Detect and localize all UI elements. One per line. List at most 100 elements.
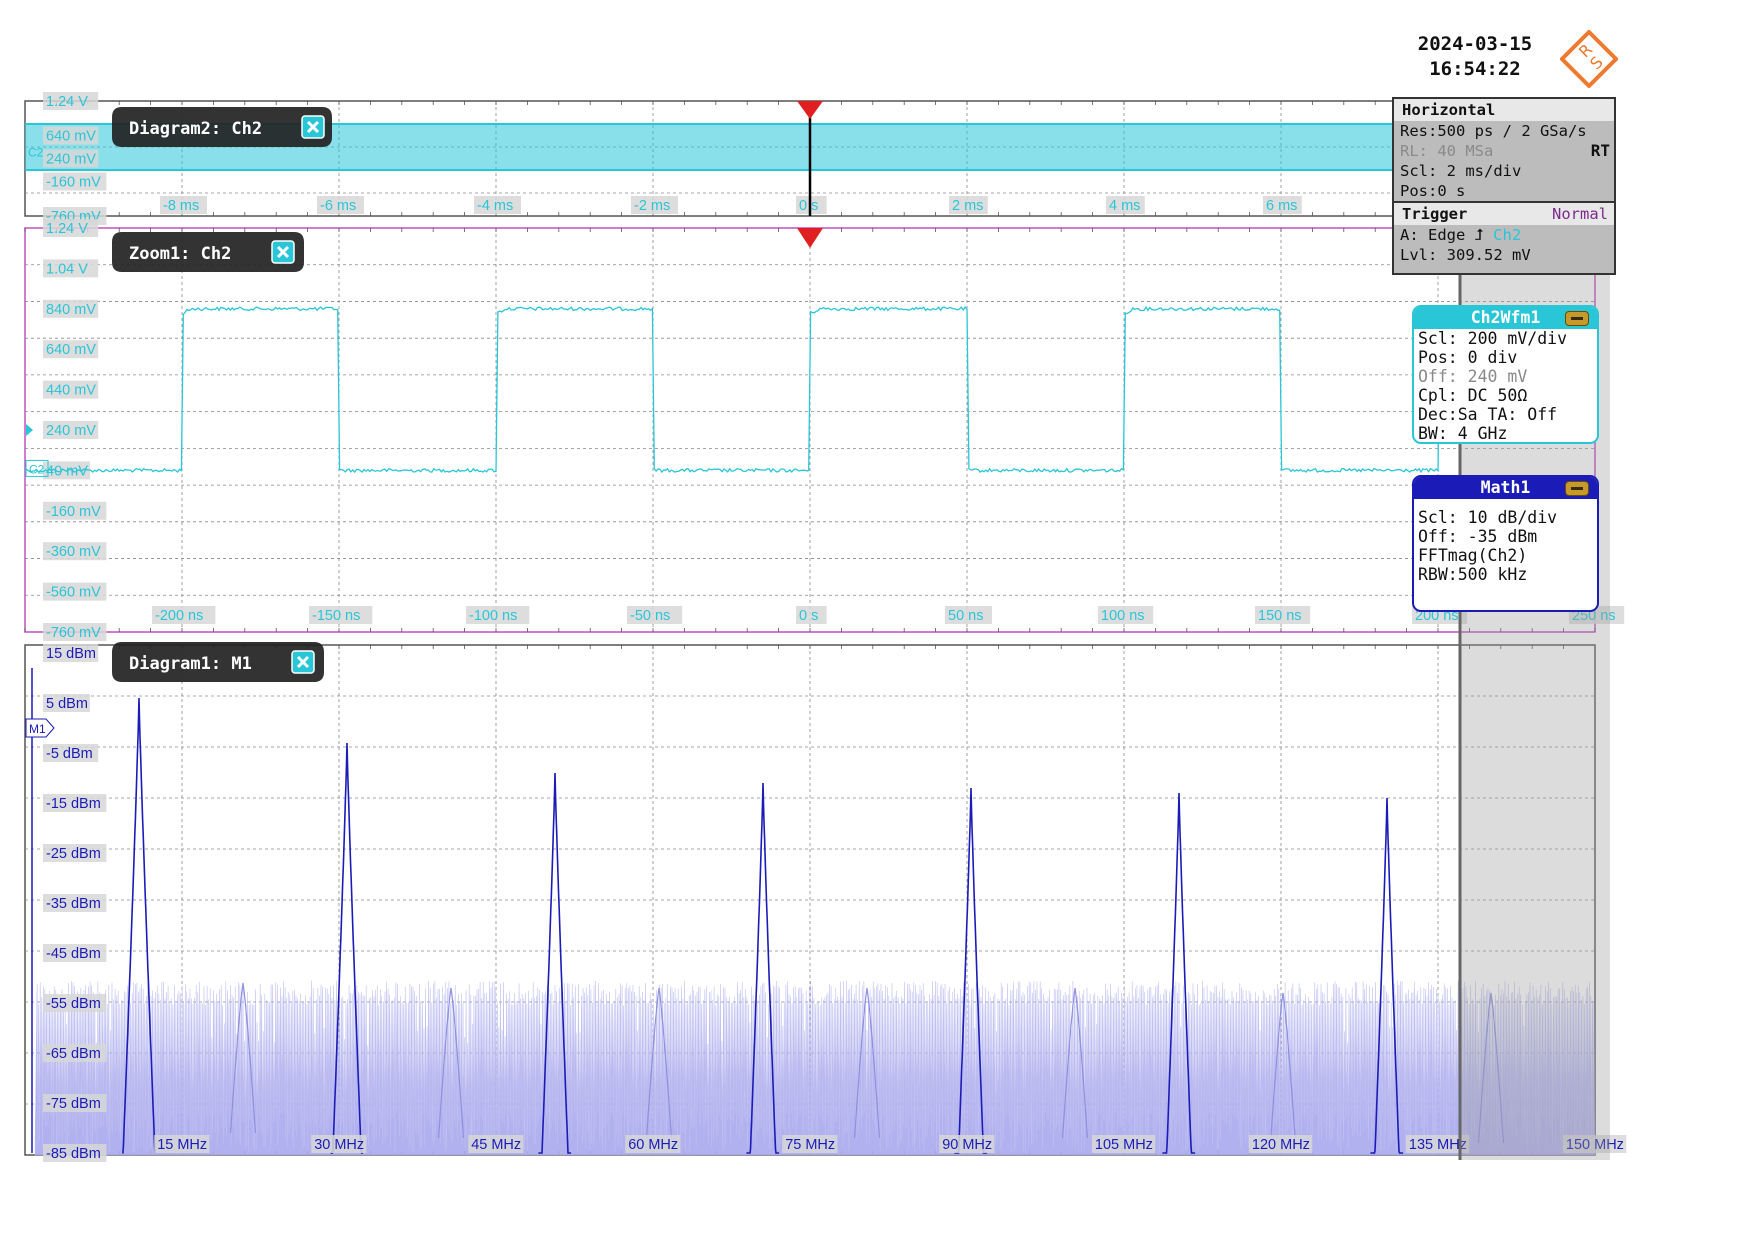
diagram-tab-bg [112,232,304,272]
label-bg [43,219,99,237]
math-reference-marker [25,718,55,738]
trigger-type-row: A: Edge ⮥ Ch2 [1394,225,1614,245]
ch2-marker-icon: C2 [28,146,44,160]
trigger-level-value: Lvl: 309.52 mV [1400,246,1531,264]
label-bg [311,1135,367,1153]
label-bg [1405,1135,1470,1153]
trigger-source: Ch2 [1493,226,1522,244]
zoom1-tab: Zoom1: Ch2 [112,232,304,272]
zoom1-grid [24,227,1596,633]
x-tick-label: 75 MHz [785,1137,835,1153]
x-tick-label: 90 MHz [942,1137,992,1153]
label-bg [466,606,530,624]
label-bg [43,1094,107,1112]
label-bg [43,542,107,561]
ch2-bandwidth: BW: 4 GHz [1418,424,1508,443]
x-tick-label: 135 MHz [1409,1137,1467,1153]
x-tick-label: 100 ns [1101,608,1145,624]
y-tick-label: 640 mV [46,129,96,145]
y-tick-label: -160 mV [46,504,101,520]
x-tick-label: 50 ns [948,608,983,624]
y-tick-label: -760 mV [46,625,101,641]
diagram1-x-axis: 15 MHz 30 MHz 45 MHz 60 MHz 75 MHz 90 MHz 105 … [154,1135,1627,1153]
math-reference-marker-label: M1 [29,722,46,736]
label-bg [474,196,521,214]
spectrum-noise-fill [34,980,1596,1156]
label-bg [43,623,107,641]
y-tick-label: 240 mV [46,152,96,168]
y-tick-label: -360 mV [46,544,101,560]
label-bg [317,196,364,214]
trigger-header[interactable]: Trigger Normal [1394,201,1614,225]
y-tick-label: -25 dBm [46,846,101,862]
trigger-mode: Normal [1552,205,1608,223]
math1-function: FFTmag(Ch2) [1418,546,1528,565]
x-tick-label: -100 ns [469,608,517,624]
label-bg [1263,196,1302,214]
label-bg [154,1135,210,1153]
label-bg [43,894,107,912]
ch2-offset-marker [25,459,49,477]
minimize-icon[interactable] [1565,481,1589,496]
label-bg [43,92,99,110]
trigger-position-icon [797,228,823,248]
diagram1-tab: Diagram1: M1 [112,642,324,682]
label-bg [43,172,107,191]
x-tick-label: -2 ms [634,198,670,214]
diagram2-x-axis: -8 ms -6 ms -4 ms -2 ms 0 s 2 ms 4 ms 6 ms [160,196,1302,214]
label-bg [43,340,99,359]
close-icon-cross [306,120,320,134]
x-tick-label: -150 ns [312,608,360,624]
math1-panel[interactable]: Math1 Scl: 10 dB/div Off: -35 dBm FFTmag… [1412,475,1599,612]
horizontal-panel[interactable]: Horizontal Res:500 ps / 2 GSa/s RL: 40 M… [1392,97,1616,275]
x-tick-label: 105 MHz [1095,1137,1153,1153]
label-bg [43,126,99,145]
x-tick-label: 45 MHz [471,1137,521,1153]
ch2-panel-header[interactable]: Ch2Wfm1 [1414,307,1597,329]
x-tick-label: -200 ns [155,608,203,624]
math1-panel-title: Math1 [1480,478,1531,497]
rising-edge-icon: ⮥ [1474,226,1484,244]
zoom1-x-axis: -200 ns -150 ns -100 ns -50 ns 0 s 50 ns 100 n… [152,606,1625,624]
spectrum-peak [330,742,364,1154]
diagram-tab-title: Diagram2: Ch2 [129,119,262,139]
x-tick-label: 60 MHz [628,1137,678,1153]
label-bg [631,196,678,214]
math1-scale: Scl: 10 dB/div [1418,508,1558,527]
ch2-coupling: Cpl: DC 50Ω [1418,386,1528,405]
y-tick-label: -35 dBm [46,896,101,912]
diagram-tab-title: Diagram1: M1 [129,654,252,674]
spectrum-peak [538,772,572,1154]
horizontal-position-value: Pos:0 s [1400,182,1466,200]
x-tick-label: 150 MHz [1566,1137,1624,1153]
spectrum-peak [954,787,988,1154]
label-bg [627,606,683,624]
record-length-value: RL: 40 MSa [1400,142,1494,160]
y-tick-label: 1.04 V [46,261,88,277]
spectrum-minor-peak [437,987,465,1139]
label-bg [1098,606,1154,624]
y-tick-label: 15 dBm [46,646,96,662]
diagram1-y-axis: 15 dBm 5 dBm -5 dBm -15 dBm -25 dBm -35 dBm -4… [43,644,107,1162]
label-bg [1562,1135,1627,1153]
label-bg [43,794,107,812]
math1-panel-header[interactable]: Math1 [1414,477,1597,499]
y-tick-label: -560 mV [46,585,101,601]
spectrum-minor-peak [853,987,881,1139]
rs-logo: R S [1560,30,1618,88]
label-bg [43,582,107,601]
x-tick-label: 15 MHz [157,1137,207,1153]
math1-offset: Off: -35 dBm [1418,527,1538,546]
math1-rbw: RBW:500 kHz [1418,565,1528,584]
ch2-waveform-panel[interactable]: Ch2Wfm1 Scl: 200 mV/div Pos: 0 div Off: … [1412,305,1599,444]
timestamp-date: 2024-03-15 [1417,33,1533,55]
y-tick-label: -5 dBm [46,746,93,762]
label-bg [1248,1135,1313,1153]
trigger-position-icon [797,101,823,119]
minimize-icon[interactable] [1565,311,1589,326]
label-bg [43,1144,107,1162]
label-bg [468,1135,524,1153]
label-bg [309,606,373,624]
